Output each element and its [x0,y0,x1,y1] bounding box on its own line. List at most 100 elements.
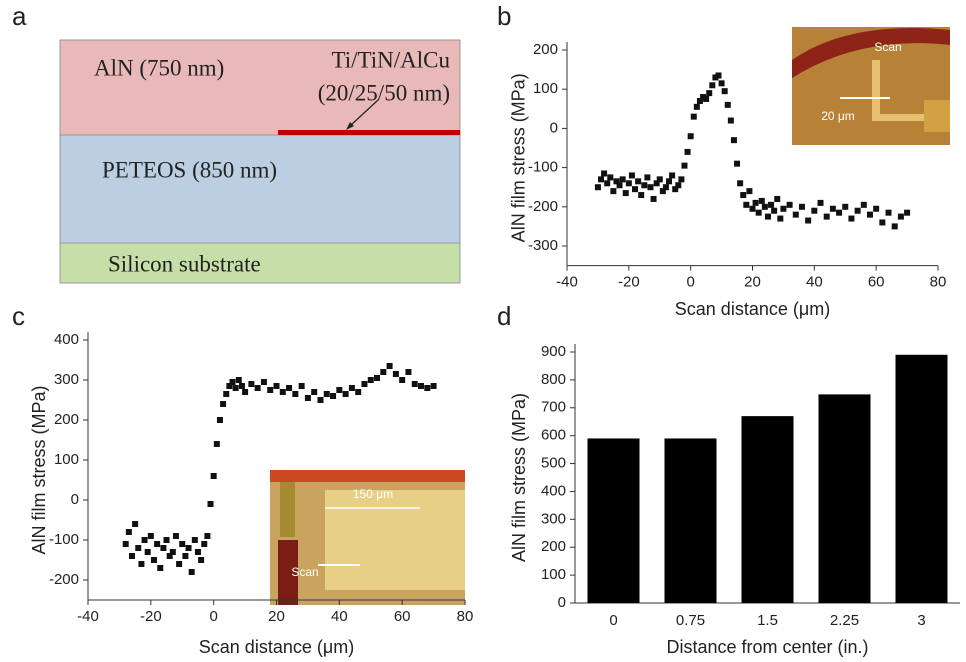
point [904,209,911,216]
x-axis-label: Scan distance (μm) [675,299,830,319]
point [399,377,406,383]
x-tick-label: 40 [806,274,823,291]
x-tick-label: 80 [457,608,474,625]
point [897,213,904,220]
point [210,473,217,479]
point [279,389,286,395]
point [650,195,657,202]
x-tick-label: 0.75 [676,612,705,629]
y-tick-label: 0 [558,594,566,611]
point [323,391,330,397]
point [169,549,176,555]
point [361,381,368,387]
point [842,203,849,210]
point [696,97,703,104]
point [771,207,778,214]
point [684,148,691,155]
point [226,383,233,389]
point [854,207,861,214]
y-tick-label: 300 [541,510,566,527]
y-tick-label: -200 [49,571,79,588]
point [598,176,605,183]
panel-label: a [12,1,27,31]
point [752,199,759,206]
electrode-label: (20/25/50 nm) [318,80,450,105]
point [424,385,431,391]
x-tick-label: 80 [930,274,947,291]
x-tick-label: 0 [209,608,217,625]
point [693,103,700,110]
x-tick-label: 1.5 [757,612,778,629]
point [298,383,305,389]
point [213,441,220,447]
point [669,172,676,179]
point [662,184,669,191]
point [681,162,688,169]
point [712,74,719,81]
point [811,207,818,214]
point [625,180,632,187]
point [355,389,362,395]
point [703,96,710,102]
x-tick-label: 3 [917,612,925,629]
point [764,213,771,220]
point [628,172,635,179]
point [304,395,311,401]
point [418,383,425,389]
y-tick-label: -300 [528,237,558,254]
point [786,201,793,208]
point [823,213,830,220]
point [734,160,741,167]
point [311,389,318,395]
point [690,113,697,120]
point [157,565,164,571]
point [666,178,673,185]
bar [587,438,640,603]
x-tick-label: 0 [686,274,694,291]
point [706,90,713,97]
inset-photo [792,27,950,145]
y-tick-label: -100 [528,159,558,176]
point [610,188,617,195]
point [411,381,418,387]
point [647,184,654,191]
point [777,215,784,222]
inset-label: Scan [291,565,318,579]
point [780,205,787,212]
y-tick-label: 900 [541,343,566,360]
panel-label: b [497,1,511,31]
x-tick-label: 20 [744,274,761,291]
point [430,383,437,389]
point [141,537,148,543]
point [336,387,343,393]
point [260,379,267,385]
point [286,385,293,391]
x-tick-label: 40 [331,608,348,625]
point [749,205,756,212]
bar [741,416,794,603]
y-tick-label: 100 [533,80,558,97]
bar [818,394,871,603]
point [405,369,412,375]
layer [59,39,461,136]
point [166,553,173,559]
point [730,137,737,144]
point [604,180,611,187]
point [374,375,381,381]
point [632,186,639,193]
point [885,209,892,216]
inset-photo [270,470,465,605]
layer-label: Silicon substrate [108,251,261,276]
point [656,176,663,183]
inset-label: 150 μm [353,487,393,501]
point [128,553,135,559]
bar [895,354,948,603]
point [267,387,274,393]
point [238,383,245,389]
point [172,533,179,539]
y-tick-label: 200 [533,41,558,58]
y-tick-label: 300 [54,371,79,388]
panel-label: d [497,301,511,331]
point [229,379,236,385]
